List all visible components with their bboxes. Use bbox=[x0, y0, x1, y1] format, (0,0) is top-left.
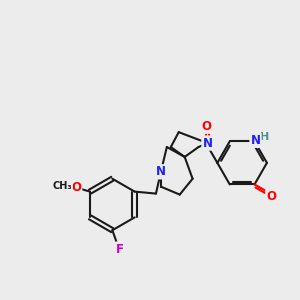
Text: CH₃: CH₃ bbox=[52, 181, 72, 191]
Text: O: O bbox=[266, 190, 276, 203]
Text: F: F bbox=[116, 243, 124, 256]
Text: N: N bbox=[156, 165, 166, 178]
Text: H: H bbox=[260, 132, 269, 142]
Text: N: N bbox=[202, 136, 212, 150]
Text: O: O bbox=[71, 181, 81, 194]
Text: N: N bbox=[250, 134, 260, 147]
Text: O: O bbox=[202, 120, 212, 133]
